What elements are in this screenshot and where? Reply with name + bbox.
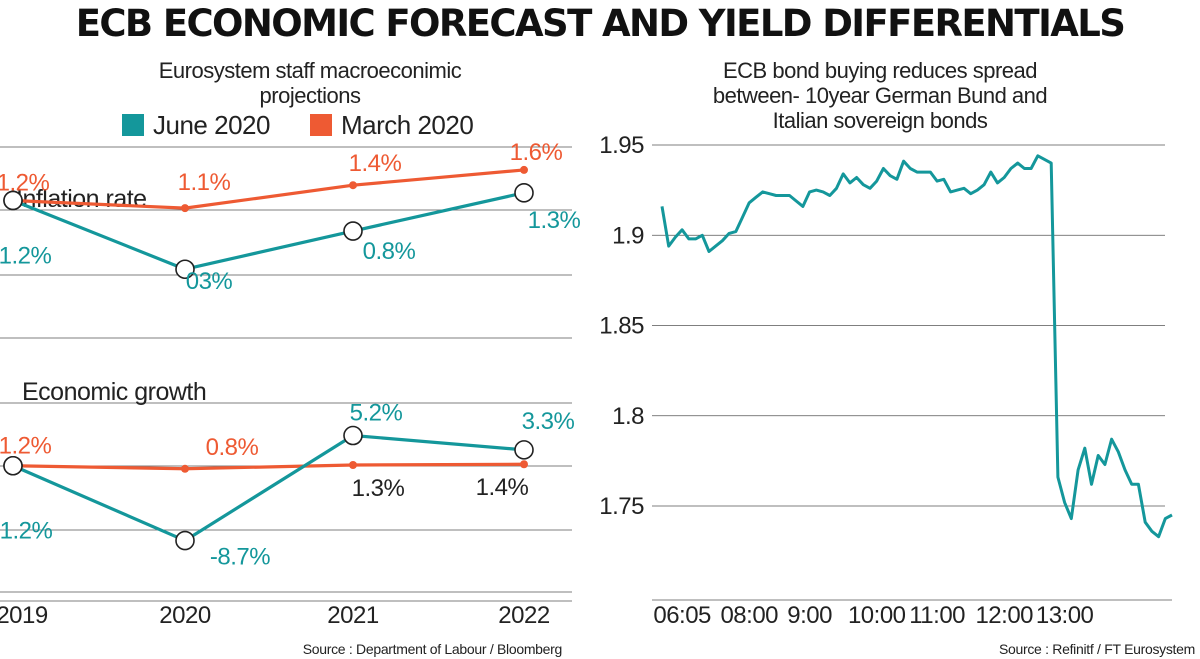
right-x-tick-label: 9:00: [787, 602, 832, 629]
inflation-june-data-label: 03%: [186, 268, 233, 295]
legend-swatch-march: [310, 114, 332, 136]
right-y-tick-label: 1.75: [599, 493, 644, 520]
left-x-tick-label: 2022: [498, 602, 550, 629]
right-y-tick-label: 1.85: [599, 313, 644, 340]
growth-june-point: [175, 530, 195, 551]
right-source-note: Source : Refinitf / FT Eurosystem: [999, 641, 1195, 657]
right-x-tick-label: 13:00: [1036, 602, 1094, 629]
growth-march-point: [349, 460, 357, 469]
inflation-june-point: [175, 259, 195, 280]
legend-swatch-june: [122, 114, 144, 136]
spread-line: [660, 154, 1173, 539]
growth-june-data-label: 5.2%: [350, 400, 403, 427]
legend-label-june: June 2020: [153, 110, 270, 140]
growth-march-point: [181, 464, 189, 473]
growth-march-data-label: 1.2%: [0, 433, 52, 460]
left-x-tick-label: 2021: [327, 602, 379, 629]
growth-june-data-label: 3.3%: [522, 408, 575, 435]
inflation-june-data-label: 0.8%: [363, 238, 416, 265]
growth-start-point: [3, 455, 23, 476]
growth-march-data-label: 1.4%: [476, 474, 529, 501]
page-title: ECB ECONOMIC FORECAST AND YIELD DIFFEREN…: [75, 2, 1126, 45]
inflation-march-data-label: 1.4%: [349, 150, 402, 177]
inflation-june-point: [343, 221, 363, 241]
right-chart-title-line1: ECB bond buying reduces spread: [723, 58, 1037, 83]
left-x-tick-label: 2020: [159, 602, 211, 629]
right-chart-title-line3: Italian sovereign bonds: [773, 108, 988, 133]
growth-march-data-label: 1.3%: [352, 475, 405, 502]
left-source-note: Source : Department of Labour / Bloomber…: [303, 641, 562, 657]
inflation-march-point: [520, 165, 528, 174]
left-chart-title-line1: Eurosystem staff macroeconimic: [159, 58, 462, 83]
left-x-tick-label: 2019: [0, 602, 48, 629]
inflation-march-line: [12, 168, 525, 210]
right-x-tick-label: 08:00: [720, 602, 778, 629]
right-y-tick-label: 1.8: [612, 403, 644, 430]
growth-june-point: [343, 425, 363, 446]
right-x-tick-label: 06:05: [653, 602, 711, 629]
right-y-tick-label: 1.95: [599, 132, 644, 159]
inflation-rate-label: Inflation rate: [16, 185, 147, 213]
right-x-tick-label: 11:00: [909, 602, 965, 629]
inflation-march-data-label: 1.1%: [178, 169, 231, 196]
growth-june-data-label: 1.2%: [0, 518, 53, 545]
growth-june-data-label: -8.7%: [210, 544, 270, 571]
growth-june-line: [12, 433, 525, 543]
inflation-june-data-label: 1.3%: [528, 207, 581, 234]
inflation-june-point: [514, 183, 534, 203]
inflation-march-point: [181, 204, 189, 213]
growth-june-point: [514, 440, 534, 460]
growth-march-line: [12, 462, 525, 471]
inflation-march-data-label: 1.6%: [510, 139, 563, 166]
left-chart-title-line2: projections: [260, 83, 361, 108]
inflation-march-point: [349, 181, 357, 190]
right-y-tick-label: 1.9: [612, 222, 644, 249]
right-x-tick-label: 12:00: [975, 602, 1033, 629]
growth-march-data-label: 0.8%: [206, 434, 259, 461]
right-chart-title-line2: between- 10year German Bund and: [713, 83, 1047, 108]
inflation-june-data-label: 1.2%: [0, 242, 52, 269]
economic-growth-label: Economic growth: [22, 378, 206, 406]
inflation-june-line: [12, 191, 525, 271]
right-x-tick-label: 10:00: [848, 602, 906, 629]
inflation-start-point: [3, 190, 23, 211]
legend-label-march: March 2020: [341, 110, 473, 140]
growth-march-point: [520, 460, 528, 469]
